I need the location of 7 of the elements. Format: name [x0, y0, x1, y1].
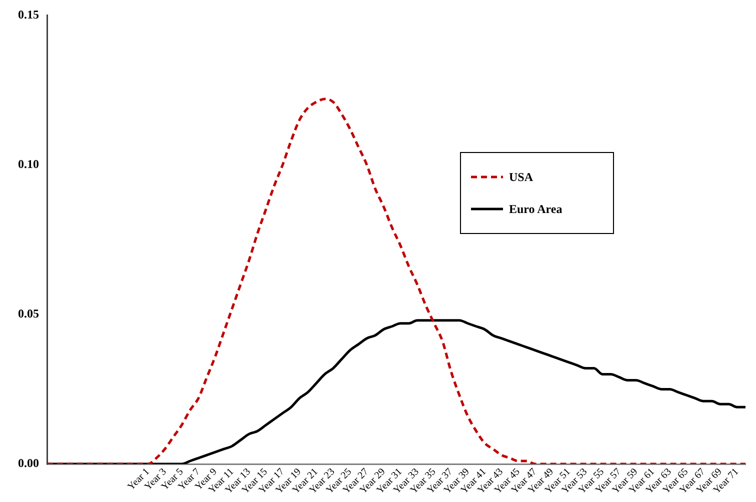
y-tick-label: 0.05: [18, 306, 39, 320]
legend-label: Euro Area: [509, 202, 562, 216]
y-tick-label: 0.15: [18, 7, 39, 22]
legend-label: USA: [509, 170, 534, 184]
y-tick-label: 0.10: [18, 156, 39, 171]
line-series: [46, 98, 747, 464]
y-tick-label: 0.00: [18, 456, 39, 470]
